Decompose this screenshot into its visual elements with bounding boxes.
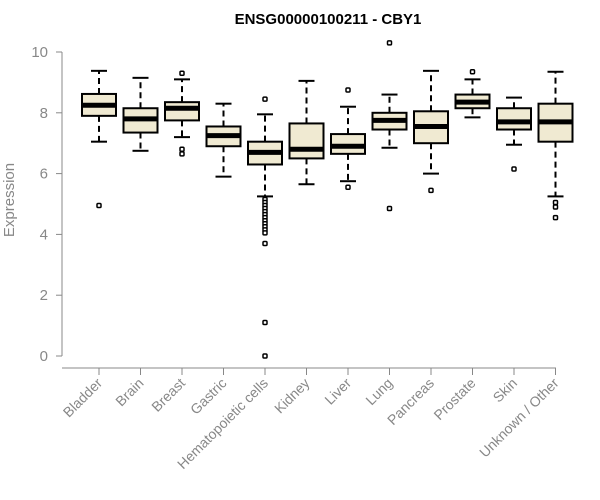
x-tick-label: Lung bbox=[362, 375, 395, 408]
x-tick-label: Breast bbox=[148, 375, 188, 415]
outlier-point bbox=[552, 199, 559, 206]
y-tick-label: 10 bbox=[31, 44, 48, 61]
box-skin bbox=[496, 96, 532, 172]
box-kidney bbox=[288, 79, 325, 186]
y-tick-label: 4 bbox=[40, 226, 48, 243]
x-tick-label: Kidney bbox=[271, 375, 313, 417]
y-axis-line bbox=[56, 51, 63, 356]
box-liver bbox=[330, 87, 366, 191]
outlier-point bbox=[386, 40, 393, 46]
outlier-point bbox=[552, 204, 559, 210]
box-prostate bbox=[454, 69, 491, 119]
outlier-point bbox=[428, 187, 434, 194]
outlier-point bbox=[469, 69, 476, 75]
x-tick-label: Bladder bbox=[60, 375, 106, 421]
box-gastric bbox=[205, 102, 242, 178]
y-tick-label: 8 bbox=[40, 105, 48, 122]
outlier-point bbox=[262, 353, 268, 359]
y-tick-label: 2 bbox=[40, 287, 48, 304]
x-tick-label: Prostate bbox=[430, 375, 478, 423]
outlier-point bbox=[96, 202, 102, 209]
y-tick-label: 0 bbox=[40, 348, 48, 365]
x-tick-label: Unknown / Other bbox=[476, 375, 562, 461]
outlier-point bbox=[386, 205, 393, 212]
box-brain bbox=[122, 76, 159, 152]
outlier-point bbox=[511, 166, 517, 172]
outlier-point bbox=[552, 214, 559, 221]
box-bladder bbox=[81, 69, 117, 209]
y-ticks: 0 2 4 6 8 10 bbox=[31, 44, 62, 365]
outlier-point bbox=[262, 230, 268, 236]
boxes-group bbox=[81, 40, 574, 359]
box-lung bbox=[371, 40, 408, 212]
outlier-point bbox=[345, 87, 351, 93]
box-iqr bbox=[164, 101, 200, 122]
box-unknown-other bbox=[537, 70, 574, 221]
outlier-point bbox=[262, 319, 268, 326]
outlier-point bbox=[262, 96, 268, 102]
box-iqr bbox=[288, 122, 325, 160]
x-tick-label: Skin bbox=[490, 375, 521, 406]
x-tick-label: Brain bbox=[112, 375, 146, 409]
box-iqr bbox=[496, 107, 532, 131]
outlier-point bbox=[262, 240, 268, 247]
y-axis-label: Expression bbox=[1, 163, 18, 237]
outlier-point bbox=[345, 184, 351, 191]
outlier-point bbox=[179, 70, 185, 77]
outlier-point bbox=[179, 146, 185, 153]
box-hematopoietic-cells bbox=[247, 96, 283, 359]
x-tick-label: Liver bbox=[321, 375, 354, 408]
box-breast bbox=[164, 70, 200, 157]
chart-title: ENSG00000100211 - CBY1 bbox=[235, 11, 422, 28]
outlier-point bbox=[179, 151, 185, 157]
y-tick-label: 6 bbox=[40, 166, 48, 183]
box-pancreas bbox=[413, 69, 449, 194]
